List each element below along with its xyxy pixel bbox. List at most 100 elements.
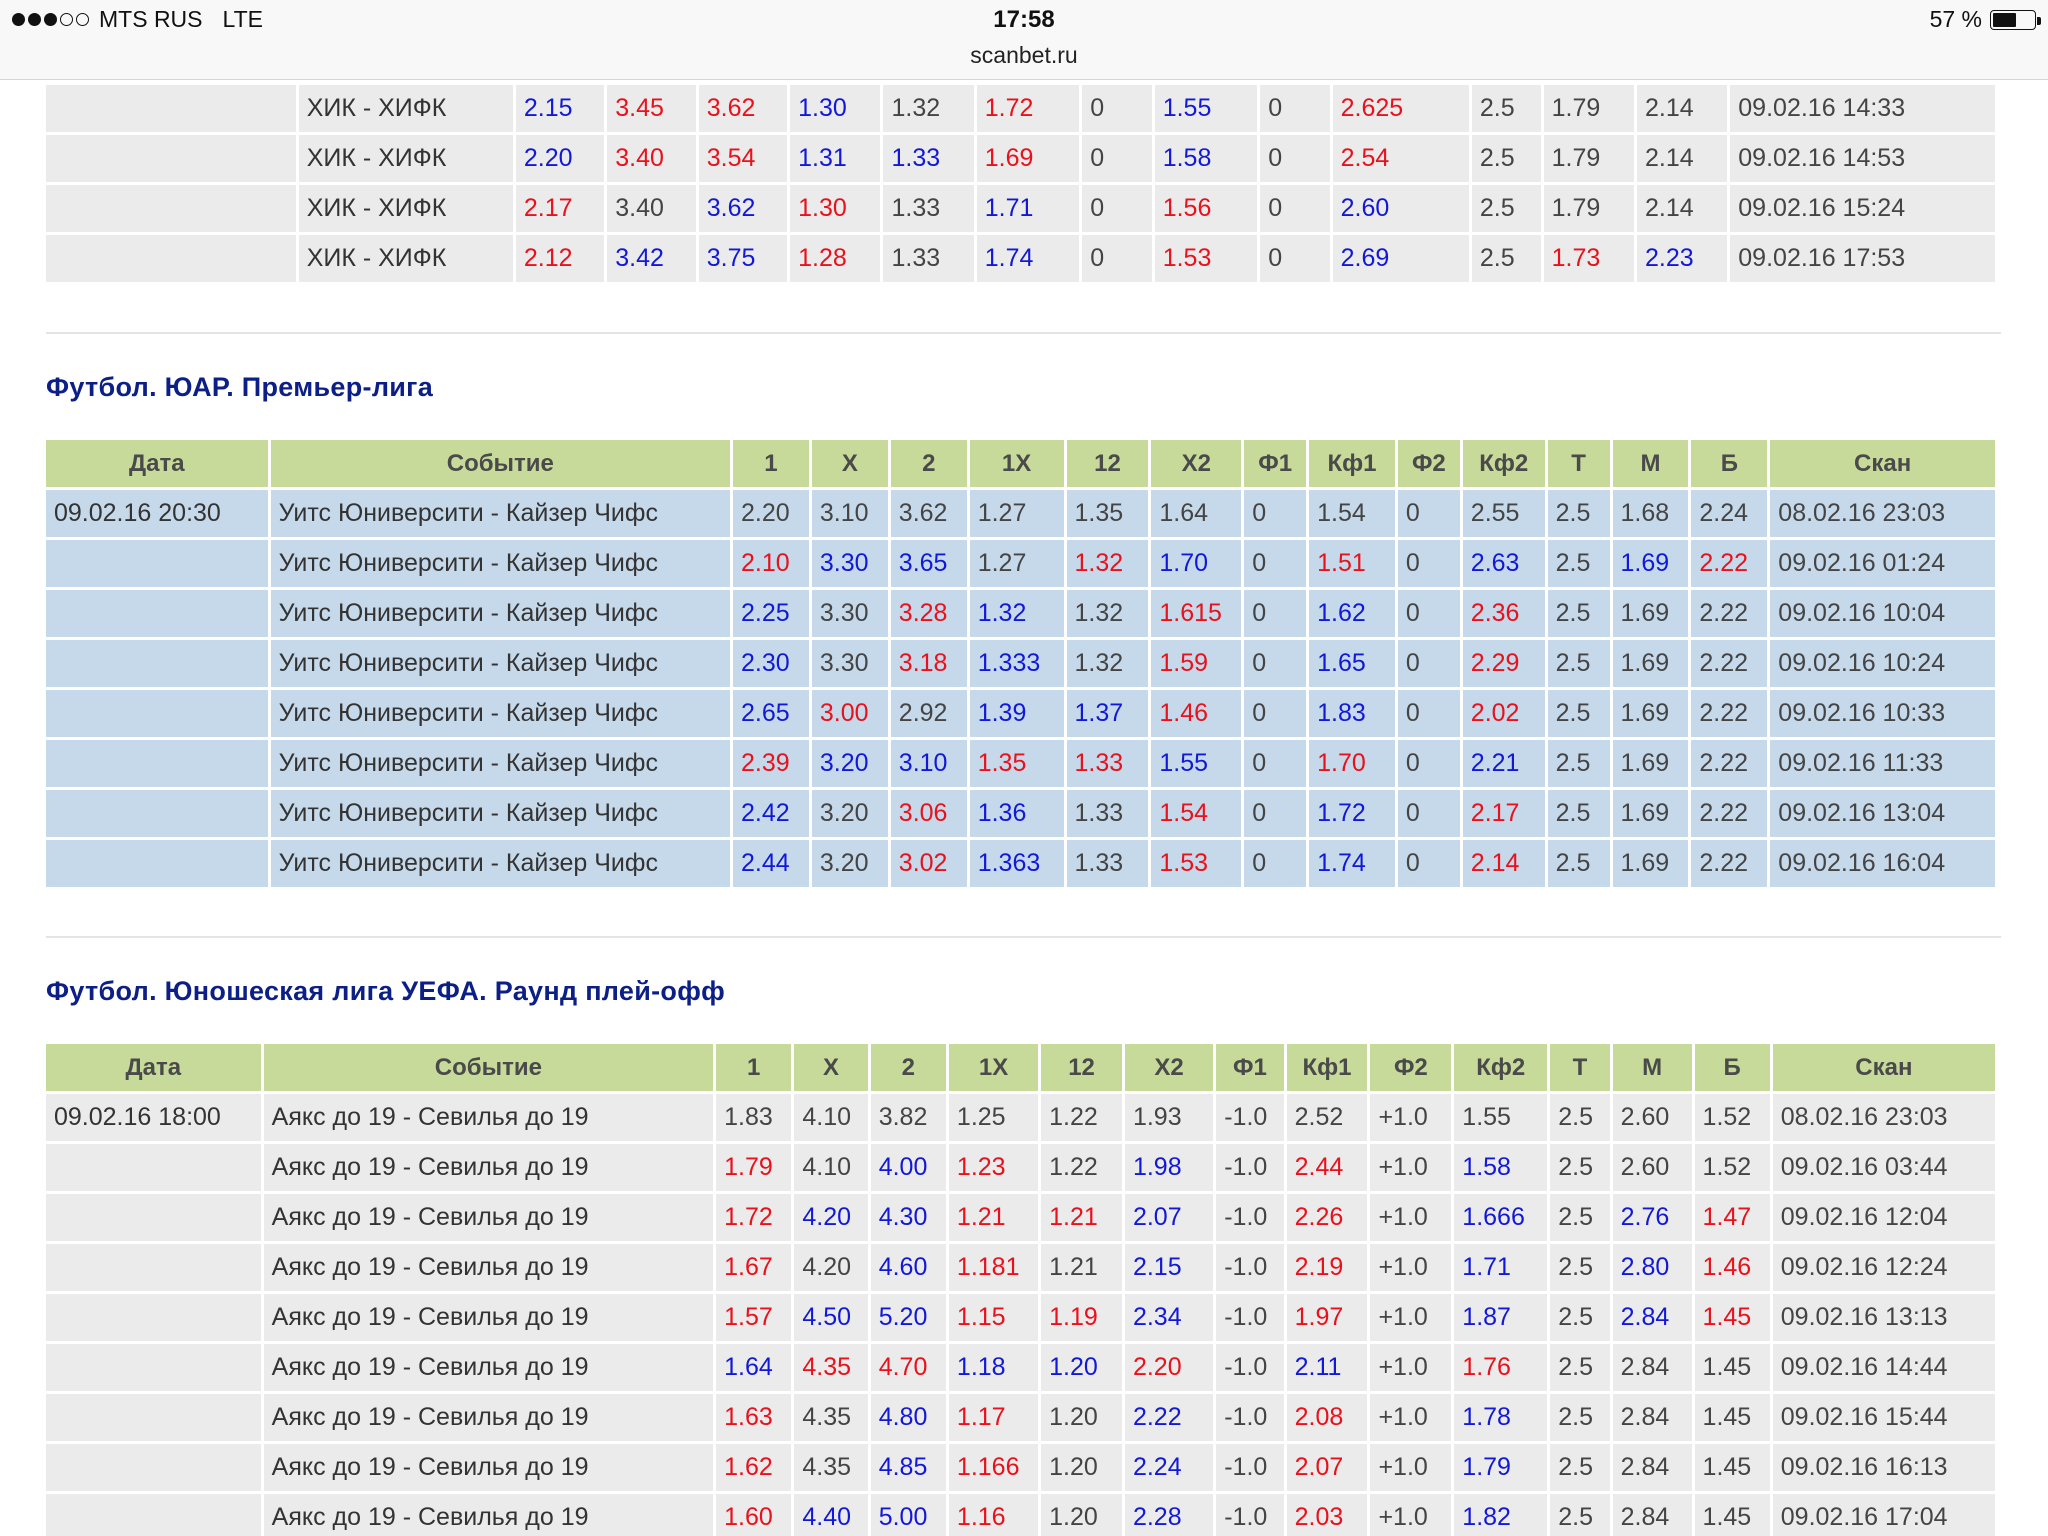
event-cell[interactable]: Уитс Юниверсити - Кайзер Чифс	[270, 740, 731, 787]
column-header[interactable]: Ф2	[1397, 440, 1460, 487]
odds-table-saf-premier: Дата Событие 1 X 2 1X 12 X2 Ф1 Кф1 Ф2 Кф2 Т М Б Скан 09…	[43, 437, 1998, 890]
clock: 17:58	[993, 6, 1055, 33]
table-row[interactable]: Аякс до 19 - Севилья до 19 1.79 4.10 4.00 1.…	[46, 1144, 1995, 1191]
column-header[interactable]: Т	[1550, 1044, 1610, 1091]
handicap-1-cell: -1.0	[1216, 1094, 1284, 1141]
odds-1-cell: 2.44	[733, 840, 809, 887]
event-cell[interactable]: Аякс до 19 - Севилья до 19	[263, 1194, 714, 1241]
event-cell[interactable]: Аякс до 19 - Севилья до 19	[263, 1344, 714, 1391]
event-cell[interactable]: ХИК - ХИФК	[298, 135, 513, 182]
table-row[interactable]: Аякс до 19 - Севилья до 19 1.62 4.35 4.85 1.…	[46, 1444, 1995, 1491]
column-header[interactable]: Кф1	[1286, 1044, 1368, 1091]
column-header[interactable]: М	[1612, 440, 1689, 487]
table-row[interactable]: Аякс до 19 - Севилья до 19 1.63 4.35 4.80 1.…	[46, 1394, 1995, 1441]
column-header[interactable]: 12	[1041, 1044, 1122, 1091]
table-row[interactable]: Аякс до 19 - Севилья до 19 1.67 4.20 4.60 1.…	[46, 1244, 1995, 1291]
event-cell[interactable]: Уитс Юниверсити - Кайзер Чифс	[270, 590, 731, 637]
table-row[interactable]: Уитс Юниверсити - Кайзер Чифс 2.42 3.20 3.0…	[46, 790, 1995, 837]
section-title-uefa-youth: Футбол. Юношеская лига УЕФА. Раунд плей-…	[46, 976, 726, 1006]
table-row[interactable]: Аякс до 19 - Севилья до 19 1.64 4.35 4.70 1.…	[46, 1344, 1995, 1391]
table-row[interactable]: Уитс Юниверсити - Кайзер Чифс 2.30 3.30 3.1…	[46, 640, 1995, 687]
date-cell	[46, 1494, 261, 1536]
column-header[interactable]: Ф2	[1370, 1044, 1452, 1091]
column-header[interactable]: Скан	[1770, 440, 1995, 487]
column-header[interactable]: X2	[1151, 440, 1242, 487]
total-cell: 2.5	[1471, 235, 1541, 282]
column-header[interactable]: Б	[1694, 1044, 1770, 1091]
table-row[interactable]: 09.02.16 20:30 Уитс Юниверсити - Кайзер Ч…	[46, 490, 1995, 537]
event-cell[interactable]: Аякс до 19 - Севилья до 19	[263, 1394, 714, 1441]
odds-2-cell: 3.02	[890, 840, 967, 887]
column-header[interactable]: 1	[716, 1044, 792, 1091]
handicap-2-cell: 0	[1397, 540, 1460, 587]
table-row[interactable]: ХИК - ХИФК 2.12 3.42 3.75 1.28 1.33 1.74 0 1.53 0…	[46, 235, 1995, 282]
column-header[interactable]: 2	[870, 1044, 946, 1091]
table-row[interactable]: Уитс Юниверсити - Кайзер Чифс 2.44 3.20 3.0…	[46, 840, 1995, 887]
table-row[interactable]: 09.02.16 18:00 Аякс до 19 - Севилья до 19…	[46, 1094, 1995, 1141]
odds-under-cell: 2.84	[1612, 1444, 1692, 1491]
column-header[interactable]: Кф2	[1462, 440, 1545, 487]
column-header[interactable]: Дата	[46, 1044, 261, 1091]
event-cell[interactable]: Аякс до 19 - Севилья до 19	[263, 1444, 714, 1491]
event-cell[interactable]: Аякс до 19 - Севилья до 19	[263, 1494, 714, 1536]
event-cell[interactable]: Уитс Юниверсити - Кайзер Чифс	[270, 790, 731, 837]
table-row[interactable]: Аякс до 19 - Севилья до 19 1.57 4.50 5.20 1.…	[46, 1294, 1995, 1341]
event-cell[interactable]: Уитс Юниверсити - Кайзер Чифс	[270, 540, 731, 587]
odds-12-cell: 1.20	[1041, 1394, 1122, 1441]
table-row[interactable]: Уитс Юниверсити - Кайзер Чифс 2.65 3.00 2.9…	[46, 690, 1995, 737]
table-row[interactable]: Уитс Юниверсити - Кайзер Чифс 2.39 3.20 3.1…	[46, 740, 1995, 787]
event-cell[interactable]: Аякс до 19 - Севилья до 19	[263, 1294, 714, 1341]
column-header[interactable]: 1X	[969, 440, 1064, 487]
event-cell[interactable]: Аякс до 19 - Севилья до 19	[263, 1144, 714, 1191]
table-row[interactable]: Уитс Юниверсити - Кайзер Чифс 2.10 3.30 3.6…	[46, 540, 1995, 587]
event-cell[interactable]: Аякс до 19 - Севилья до 19	[263, 1244, 714, 1291]
column-header[interactable]: 12	[1066, 440, 1149, 487]
event-cell[interactable]: Уитс Юниверсити - Кайзер Чифс	[270, 640, 731, 687]
column-header[interactable]: Т	[1547, 440, 1610, 487]
odds-2-cell: 4.60	[870, 1244, 946, 1291]
event-cell[interactable]: ХИК - ХИФК	[298, 85, 513, 132]
event-cell[interactable]: Уитс Юниверсити - Кайзер Чифс	[270, 490, 731, 537]
column-header[interactable]: 1X	[948, 1044, 1039, 1091]
odds-1-cell: 2.42	[733, 790, 809, 837]
odds-handicap-1-cell: 1.58	[1154, 135, 1258, 182]
event-cell[interactable]: Аякс до 19 - Севилья до 19	[263, 1094, 714, 1141]
address-bar-url[interactable]: scanbet.ru	[970, 42, 1078, 68]
odds-1-cell: 1.83	[716, 1094, 792, 1141]
column-header[interactable]: 2	[890, 440, 967, 487]
battery-status: 57 %	[1929, 6, 2041, 33]
odds-1x-cell: 1.23	[948, 1144, 1039, 1191]
column-header[interactable]: Ф1	[1244, 440, 1307, 487]
column-header[interactable]: Б	[1691, 440, 1768, 487]
column-header[interactable]: X	[811, 440, 888, 487]
odds-over-cell: 2.22	[1691, 590, 1768, 637]
column-header[interactable]: Событие	[263, 1044, 714, 1091]
table-row[interactable]: ХИК - ХИФК 2.17 3.40 3.62 1.30 1.33 1.71 0 1.56 0…	[46, 185, 1995, 232]
column-header[interactable]: Дата	[46, 440, 268, 487]
column-header[interactable]: Скан	[1772, 1044, 1995, 1091]
table-row[interactable]: ХИК - ХИФК 2.20 3.40 3.54 1.31 1.33 1.69 0 1.58 0…	[46, 135, 1995, 182]
column-header[interactable]: X2	[1124, 1044, 1214, 1091]
table-row[interactable]: Уитс Юниверсити - Кайзер Чифс 2.25 3.30 3.2…	[46, 590, 1995, 637]
column-header[interactable]: М	[1612, 1044, 1692, 1091]
column-header[interactable]: Кф1	[1309, 440, 1395, 487]
handicap-2-cell: +1.0	[1370, 1494, 1452, 1536]
event-cell[interactable]: ХИК - ХИФК	[298, 235, 513, 282]
column-header[interactable]: X	[794, 1044, 868, 1091]
table-row[interactable]: ХИК - ХИФК 2.15 3.45 3.62 1.30 1.32 1.72 0 1.55 0…	[46, 85, 1995, 132]
event-cell[interactable]: Уитс Юниверсити - Кайзер Чифс	[270, 690, 731, 737]
battery-percent: 57 %	[1929, 6, 1982, 32]
odds-2-cell: 4.30	[870, 1194, 946, 1241]
handicap-2-cell: 0	[1397, 840, 1460, 887]
table-row[interactable]: Аякс до 19 - Севилья до 19 1.60 4.40 5.00 1.…	[46, 1494, 1995, 1536]
event-cell[interactable]: ХИК - ХИФК	[298, 185, 513, 232]
column-header[interactable]: Ф1	[1216, 1044, 1284, 1091]
odds-under-cell: 1.69	[1612, 790, 1689, 837]
column-header[interactable]: Событие	[270, 440, 731, 487]
column-header[interactable]: Кф2	[1454, 1044, 1548, 1091]
odds-over-cell: 1.47	[1694, 1194, 1770, 1241]
odds-over-cell: 1.52	[1694, 1094, 1770, 1141]
event-cell[interactable]: Уитс Юниверсити - Кайзер Чифс	[270, 840, 731, 887]
column-header[interactable]: 1	[733, 440, 809, 487]
table-row[interactable]: Аякс до 19 - Севилья до 19 1.72 4.20 4.30 1.…	[46, 1194, 1995, 1241]
